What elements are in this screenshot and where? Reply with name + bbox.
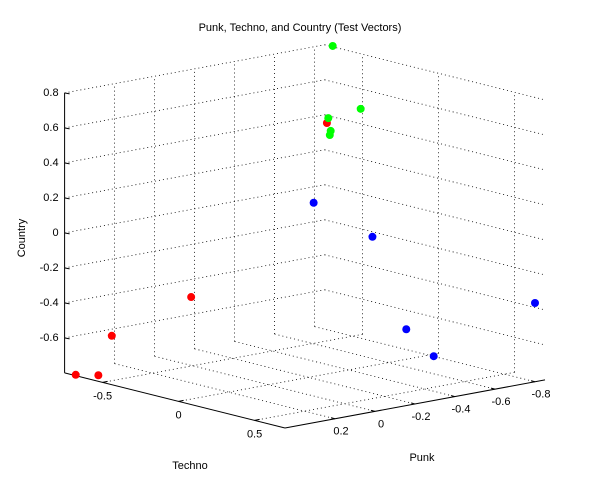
- chart-title: Punk, Techno, and Country (Test Vectors): [199, 22, 402, 34]
- point: [324, 114, 333, 123]
- x-tick-label: 0.2: [333, 426, 348, 438]
- tick-mark: [64, 337, 70, 340]
- tick-mark: [178, 399, 184, 402]
- z-tick-label: 0.2: [43, 192, 58, 204]
- grid-line: [178, 352, 439, 402]
- y-axis-label: Techno: [172, 460, 207, 472]
- x-tick-label: -0.4: [452, 403, 471, 415]
- point: [94, 371, 103, 380]
- z-tick-label: -0.6: [40, 332, 59, 344]
- grid-line: [324, 184, 546, 241]
- tick-mark: [102, 380, 108, 383]
- grid-line: [64, 254, 325, 304]
- grid-line: [64, 44, 325, 94]
- point: [187, 293, 196, 302]
- grid-line: [324, 219, 546, 276]
- grid-line: [102, 333, 363, 383]
- point: [531, 299, 539, 307]
- z-tick-label: 0.6: [43, 122, 58, 134]
- grid-line: [324, 254, 546, 311]
- x-tick-label: -0.8: [532, 389, 551, 401]
- tick-mark: [64, 267, 70, 270]
- grid-line: [324, 149, 546, 206]
- grid-line: [194, 348, 416, 405]
- grid-line: [254, 371, 515, 421]
- grid-line: [64, 114, 325, 164]
- z-tick-label: 0.8: [43, 87, 58, 99]
- grid-line: [64, 149, 325, 199]
- y-tick-label: -0.5: [93, 390, 112, 402]
- grid-line: [324, 44, 546, 101]
- point: [429, 352, 438, 361]
- grid-line: [154, 355, 376, 412]
- tick-mark: [370, 409, 376, 412]
- x-tick-label: 0: [378, 418, 384, 430]
- y-axis: [64, 372, 286, 429]
- z-tick-label: 0: [52, 227, 58, 239]
- tick-mark: [64, 127, 70, 130]
- grid-line: [314, 326, 536, 383]
- z-tick-label: -0.2: [40, 262, 59, 274]
- point: [368, 232, 377, 241]
- tick-mark: [450, 395, 456, 398]
- tick-mark: [64, 197, 70, 200]
- point: [71, 370, 80, 379]
- point: [402, 325, 411, 334]
- tick-mark: [64, 92, 70, 95]
- grid-line: [324, 289, 546, 346]
- grid-line: [114, 363, 336, 420]
- point: [356, 104, 365, 113]
- z-tick-label: -0.4: [40, 297, 59, 309]
- point: [309, 198, 318, 207]
- tick-mark: [64, 232, 70, 235]
- x-tick-label: -0.6: [492, 396, 511, 408]
- tick-mark: [410, 402, 416, 405]
- tick-mark: [330, 417, 336, 420]
- tick-mark: [530, 380, 536, 383]
- point: [328, 41, 337, 50]
- grid-line: [234, 341, 456, 397]
- y-tick-label: 0.5: [247, 428, 262, 440]
- grid-line: [64, 289, 325, 339]
- tick-mark: [490, 387, 496, 390]
- x-tick-label: -0.2: [412, 411, 431, 423]
- x-axis-label: Punk: [409, 452, 435, 464]
- point: [107, 331, 116, 340]
- point: [325, 131, 334, 140]
- grid-line: [324, 114, 546, 171]
- z-axis-label: Country: [16, 218, 28, 257]
- grid-line: [274, 333, 496, 390]
- y-tick-label: 0: [176, 409, 182, 421]
- tick-mark: [64, 162, 70, 165]
- tick-mark: [254, 418, 260, 421]
- tick-mark: [64, 302, 70, 305]
- z-tick-label: 0.4: [43, 157, 58, 169]
